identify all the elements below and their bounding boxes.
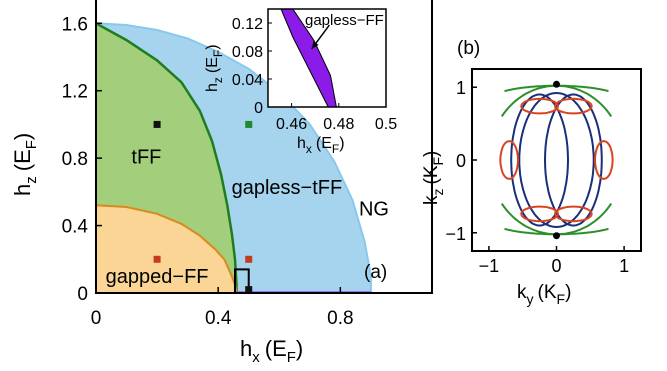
parameter-markers (153, 120, 253, 294)
parameter-marker (245, 255, 253, 263)
red-loop (554, 97, 593, 115)
contour-points (553, 80, 560, 240)
y-tick-label: 0 (77, 284, 88, 305)
gapped-ff-region (96, 205, 237, 293)
blue-outer-contour (556, 92, 595, 228)
fermi-contours (499, 84, 614, 236)
region-label: gapped−FF (106, 266, 209, 288)
red-side-pocket (499, 140, 519, 180)
inset-frame (267, 8, 387, 108)
inset-region-label: gapless−FF (305, 12, 384, 29)
x-tick-label: 0.8 (327, 308, 353, 329)
panel-b-x-axis-label: ky (KF) (517, 282, 571, 307)
b-y-tick-label: 0 (456, 151, 466, 171)
region-labels: NG tFF gapless−tFF gapped−FF (106, 146, 389, 288)
y-tick-label: 1.2 (62, 82, 88, 103)
blue-outer-contour (518, 92, 557, 228)
red-side-pocket (593, 140, 614, 180)
parameter-marker (153, 120, 161, 128)
red-loop (520, 97, 559, 115)
phase-diagram-panel: 0 0.4 0.8 0 0.4 0.8 1.2 1.6 NG tFF gapless−tFF gap… (10, 0, 433, 366)
panel-b-axis-ticks: −1 0 1 −1 0 1 (445, 78, 629, 276)
panel-b-y-axis-label: kz(KF) (421, 151, 446, 205)
panel-label-b: (b) (457, 38, 480, 59)
x-tick-label: 0 (91, 308, 102, 329)
parameter-marker (245, 120, 253, 128)
x-axis-label: hx (EF) (240, 336, 303, 366)
inset-x-tick-label: 0.48 (323, 116, 354, 133)
b-x-tick-label: 1 (619, 256, 629, 276)
inset-panel: 0.46 0.48 0.5 0 0.04 0.08 0.12 gapless−FF hx (E… (204, 8, 397, 156)
panel-label-a: (a) (364, 262, 387, 283)
inset-y-axis-label: hz(EF) (204, 44, 225, 92)
region-label: gapless−tFF (232, 177, 343, 199)
green-outer-arc (500, 84, 613, 117)
arrow-head (311, 41, 319, 49)
region-label: NG (359, 199, 389, 221)
x-tick-label: 0.4 (205, 308, 232, 329)
phase-regions (96, 23, 371, 293)
y-axis-label: hz(EF) (10, 133, 40, 196)
inset-x-tick-label: 0.5 (375, 116, 397, 133)
inset-y-tick-label: 0.12 (232, 16, 263, 33)
panel-b-frame (471, 68, 642, 252)
red-loop (554, 205, 593, 223)
tff-boundary-line (96, 22, 238, 293)
inset-axis-ticks: 0.46 0.48 0.5 0 0.04 0.08 0.12 (232, 16, 397, 133)
b-y-tick-label: 1 (456, 78, 466, 98)
parameter-marker (245, 286, 253, 294)
contour-point (553, 80, 560, 88)
inset-y-tick-label: 0.08 (232, 44, 263, 61)
b-y-tick-label: −1 (445, 224, 466, 244)
b-x-tick-label: 0 (551, 256, 561, 276)
parameter-marker (153, 255, 161, 263)
green-outer-arc (500, 203, 613, 236)
plot-frame (95, 0, 433, 294)
red-loop (520, 205, 559, 223)
inset-y-tick-label: 0.04 (232, 72, 263, 89)
contour-point (553, 232, 560, 240)
blue-lens-contour (510, 93, 569, 227)
inset-x-axis-label: hx (EF) (297, 135, 345, 156)
y-tick-label: 0.4 (62, 217, 89, 238)
y-tick-label: 1.6 (62, 14, 88, 35)
axis-ticks: 0 0.4 0.8 0 0.4 0.8 1.2 1.6 (62, 14, 354, 329)
fermi-contour-panel: (b) −1 0 1 −1 0 1 ky (KF) kz(KF) (421, 38, 642, 307)
inset-arrow (311, 24, 330, 50)
inset-x-tick-label: 0.46 (276, 116, 307, 133)
inset-y-tick-label: 0 (254, 100, 263, 117)
blue-lens-contour (543, 93, 603, 227)
gapped-ff-boundary-line (96, 204, 238, 293)
region-label: tFF (131, 146, 161, 168)
b-x-tick-label: −1 (479, 256, 500, 276)
y-tick-label: 0.8 (62, 149, 88, 170)
